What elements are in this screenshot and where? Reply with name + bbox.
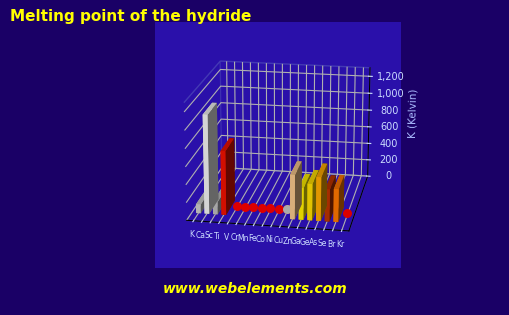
Text: Melting point of the hydride: Melting point of the hydride <box>10 9 251 25</box>
Text: www.webelements.com: www.webelements.com <box>162 282 347 296</box>
